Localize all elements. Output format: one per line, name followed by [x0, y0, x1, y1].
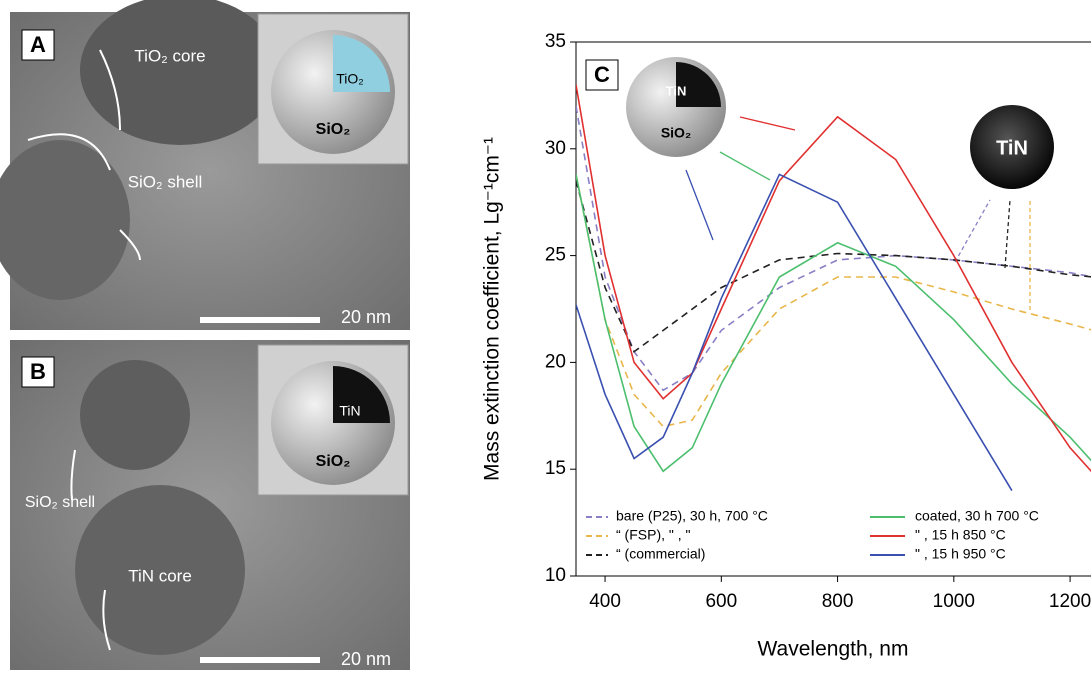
- legend-label: " , 15 h 950 °C: [915, 546, 1006, 562]
- inset-core: TiO₂: [336, 71, 363, 87]
- scale-label: 20 nm: [341, 307, 391, 327]
- shell-label: SiO₂ shell: [25, 494, 95, 511]
- y-tick-label: 25: [545, 245, 566, 266]
- shell-label: SiO₂ shell: [128, 172, 203, 191]
- figure: A TiO₂ core SiO₂ shell TiO₂ SiO₂ 20 nm B…: [0, 0, 1091, 671]
- x-tick-label: 400: [589, 591, 621, 612]
- y-tick-label: 30: [545, 138, 566, 159]
- inset-shell: SiO₂: [316, 121, 351, 138]
- scale-label: 20 nm: [341, 649, 391, 669]
- legend-label: “ (FSP), " , ": [616, 527, 691, 543]
- core-label: TiO₂ core: [134, 46, 205, 65]
- annotation: SiO₂: [661, 125, 691, 141]
- series-line: [576, 174, 1091, 471]
- inset-shell: SiO₂: [316, 453, 351, 470]
- y-axis-label: Mass extinction coefficient, Lg⁻¹cm⁻¹: [481, 137, 504, 481]
- arrow: [686, 170, 713, 240]
- annotation: TiN: [666, 83, 687, 98]
- core-label: TiN core: [128, 566, 192, 585]
- x-axis-label: Wavelength, nm: [758, 638, 909, 661]
- series-line: [576, 174, 1012, 490]
- y-tick-label: 15: [545, 458, 566, 479]
- legend-label: " , 15 h 850 °C: [915, 527, 1006, 543]
- annotation: TiN: [996, 137, 1028, 159]
- legend-label: “ (commercial): [616, 546, 705, 562]
- x-tick-label: 600: [705, 591, 737, 612]
- panel-label: C: [594, 62, 610, 87]
- arrow: [740, 117, 795, 130]
- y-tick-label: 10: [545, 565, 566, 586]
- inset-core: TiN: [339, 403, 360, 419]
- y-tick-label: 20: [545, 351, 566, 372]
- particle: [80, 360, 190, 470]
- panel-label: B: [30, 359, 46, 384]
- panel-b: B SiO₂ shell TiN core TiN SiO₂ 20 nm: [10, 340, 410, 670]
- series-line: [576, 181, 1091, 352]
- x-tick-label: 1200: [1049, 591, 1091, 612]
- arrow: [955, 200, 990, 262]
- x-tick-label: 1000: [933, 591, 975, 612]
- panel-label: A: [30, 32, 46, 57]
- panel-a: A TiO₂ core SiO₂ shell TiO₂ SiO₂ 20 nm: [0, 0, 410, 330]
- arrow: [1005, 200, 1010, 268]
- y-tick-label: 35: [545, 31, 566, 52]
- legend-label: bare (P25), 30 h, 700 °C: [616, 508, 768, 524]
- legend-label: coated, 30 h 700 °C: [915, 508, 1039, 524]
- arrow: [720, 152, 770, 180]
- series-line: [576, 174, 1091, 426]
- x-tick-label: 800: [822, 591, 854, 612]
- chart: Mass extinction coefficient, Lg⁻¹cm⁻¹ Wa…: [481, 31, 1091, 661]
